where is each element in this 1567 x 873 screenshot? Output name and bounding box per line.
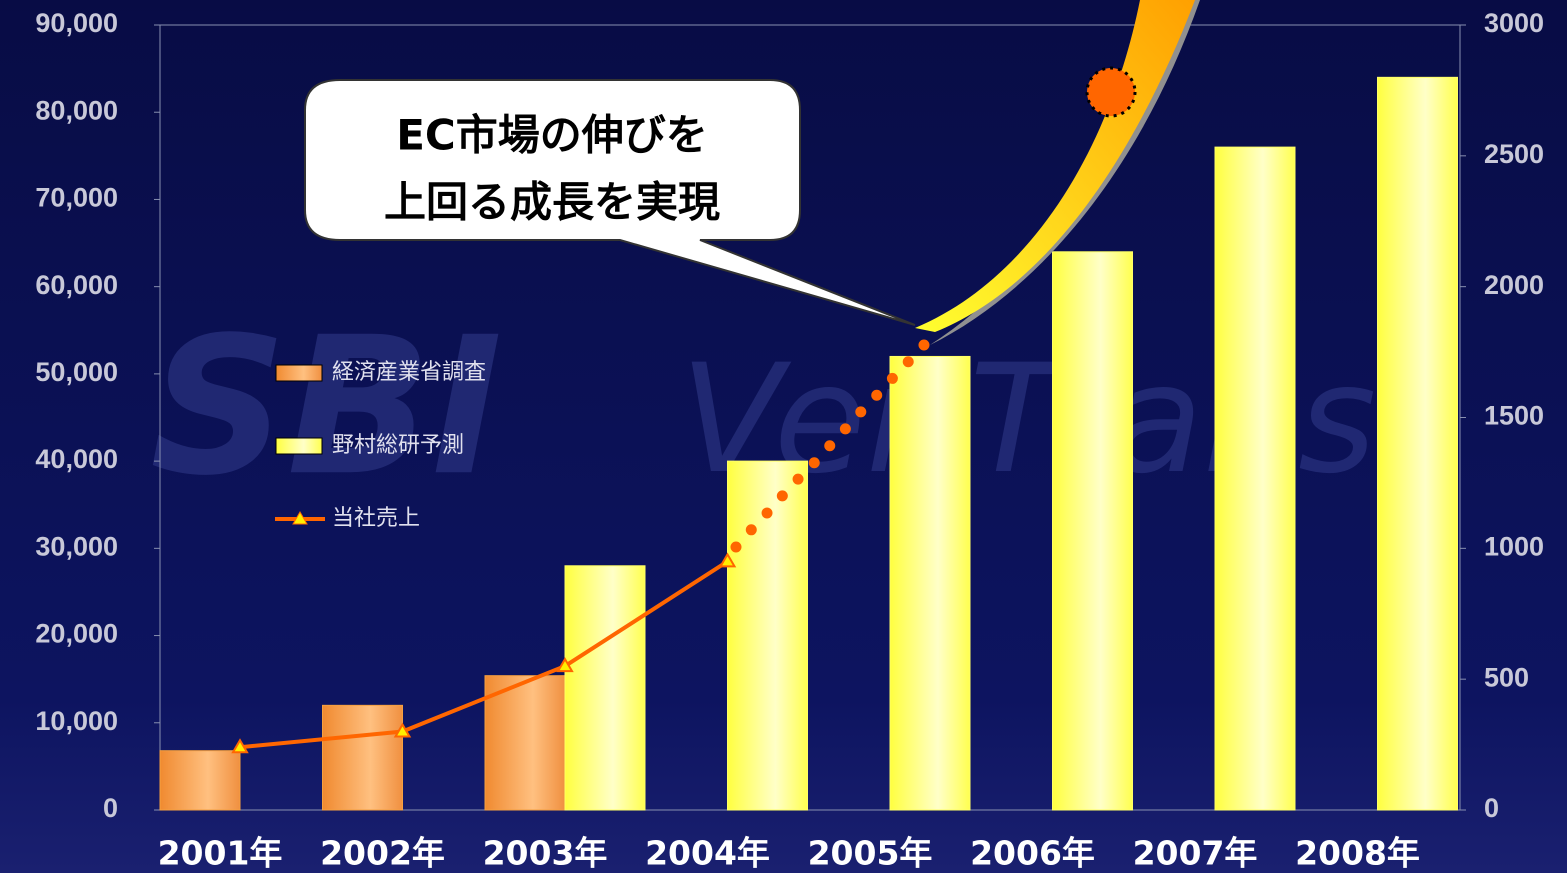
y-tick-label: 40,000: [35, 444, 118, 474]
bar: [322, 704, 403, 811]
bar: [1052, 251, 1133, 811]
legend-label: 野村総研予測: [332, 433, 464, 458]
bar: [484, 675, 566, 811]
projection: [730, 330, 938, 553]
legend-swatch: [275, 364, 323, 382]
legend-swatch: [275, 437, 323, 455]
y-tick-label: 0: [103, 793, 118, 823]
y-tick-label: 20,000: [35, 619, 118, 649]
watermark: SBI: [150, 296, 502, 517]
y-tick-label: 60,000: [35, 270, 118, 300]
bar: [1377, 76, 1458, 811]
bar: [564, 565, 646, 811]
y2-tick-label: 2500: [1484, 139, 1544, 169]
y2-tick-label: 3000: [1484, 8, 1544, 38]
legend-label: 経済産業省調査: [332, 360, 486, 385]
x-tick-label: 2002年: [320, 834, 445, 873]
y-tick-label: 90,000: [35, 8, 118, 38]
y-tick-label: 50,000: [35, 357, 118, 387]
marker: [231, 738, 249, 754]
y-tick-label: 30,000: [35, 531, 118, 561]
x-tick-label: 2006年: [970, 834, 1095, 873]
x-tick-label: 2001年: [158, 834, 283, 873]
marker: [718, 552, 737, 568]
y-tick-label: 80,000: [35, 95, 118, 125]
y2-tick-label: 0: [1484, 793, 1499, 823]
bar: [889, 355, 971, 811]
marker: [556, 657, 574, 673]
callout-bubble: [304, 79, 916, 326]
y-tick-label: 10,000: [35, 706, 118, 736]
bar: [1214, 146, 1296, 811]
line: [239, 559, 729, 750]
y2-tick-label: 500: [1484, 662, 1529, 692]
x-tick-label: 2003年: [483, 834, 608, 873]
legend-label: 当社売上: [332, 506, 420, 531]
x-tick-label: 2004年: [645, 834, 770, 873]
bar: [159, 750, 241, 811]
x-tick-label: 2007年: [1133, 834, 1258, 873]
y2-tick-label: 1500: [1484, 401, 1544, 431]
y2-tick-label: 2000: [1484, 270, 1544, 300]
marker: [393, 722, 412, 738]
bar: [727, 460, 808, 811]
legend-swatch: [292, 511, 308, 525]
x-tick-label: 2008年: [1295, 834, 1420, 873]
y-tick-label: 70,000: [35, 183, 118, 213]
x-tick-label: 2005年: [808, 834, 933, 873]
callout-text: EC市場の伸びを: [396, 111, 708, 160]
callout-text: 上回る成長を実現: [384, 178, 720, 227]
y2-tick-label: 1000: [1484, 531, 1544, 561]
swoosh-dot: [1085, 66, 1137, 118]
